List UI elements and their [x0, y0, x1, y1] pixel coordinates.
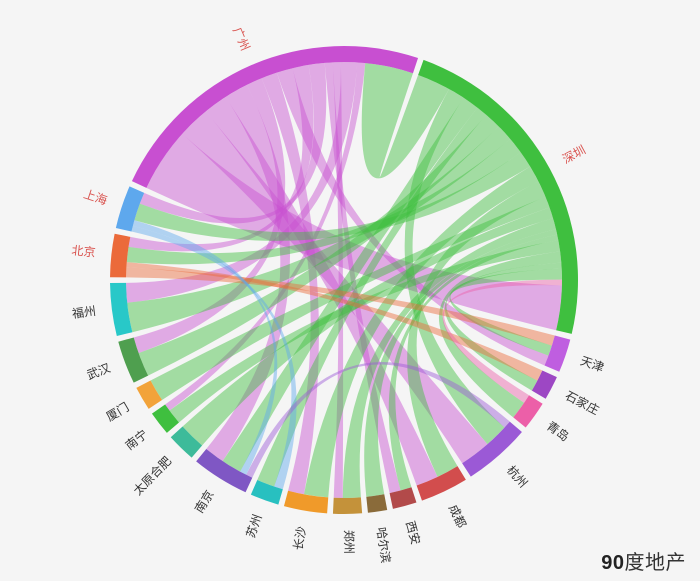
- chord-label-guangzhou: 广州: [230, 25, 252, 53]
- chord-diagram: 广州深圳天津石家庄青岛杭州成都西安哈尔滨郑州 长沙 苏州南京太原合肥南宁厦门 武汉 福州…: [0, 0, 700, 581]
- chord-label-qingdao: 青岛: [544, 418, 572, 444]
- chord-arc-zhengzhou[interactable]: [333, 497, 362, 514]
- chord-label-shijiazhuang: 石家庄: [563, 388, 602, 418]
- chord-label-taiyuan_hefei: 太原合肥: [130, 453, 174, 498]
- chord-label-shanghai: 上海: [82, 186, 109, 208]
- chord-label-xian: 西安: [403, 519, 424, 546]
- chord-label-nanning: 南宁: [122, 426, 150, 453]
- chord-label-xiamen: 厦门: [103, 399, 131, 424]
- chord-label-suzhou: 苏州: [243, 512, 264, 539]
- chord-label-beijing: 北京: [71, 243, 96, 259]
- chord-arc-haerbin[interactable]: [366, 494, 387, 513]
- chord-label-nanjing: 南京: [191, 487, 216, 515]
- chord-label-changsha: 长沙: [291, 525, 309, 551]
- chord-ribbons: [126, 62, 562, 498]
- chord-label-shenzhen: 深圳: [560, 143, 588, 167]
- chord-label-wuhan: 武汉: [85, 361, 112, 383]
- chord-label-zhengzhou: 郑州: [342, 530, 357, 554]
- chord-label-fuzhou: 福州: [71, 303, 97, 321]
- chord-label-chengdu: 成都: [446, 502, 469, 530]
- chord-label-tianjin: 天津: [578, 354, 605, 375]
- watermark-brand-bold: 90: [601, 552, 624, 574]
- watermark-brand-rest: 度地产: [625, 552, 687, 574]
- watermark-brand: 90度地产: [601, 546, 686, 575]
- chord-label-haerbin: 哈尔滨: [374, 526, 394, 564]
- chord-label-hangzhou: 杭州: [504, 462, 531, 490]
